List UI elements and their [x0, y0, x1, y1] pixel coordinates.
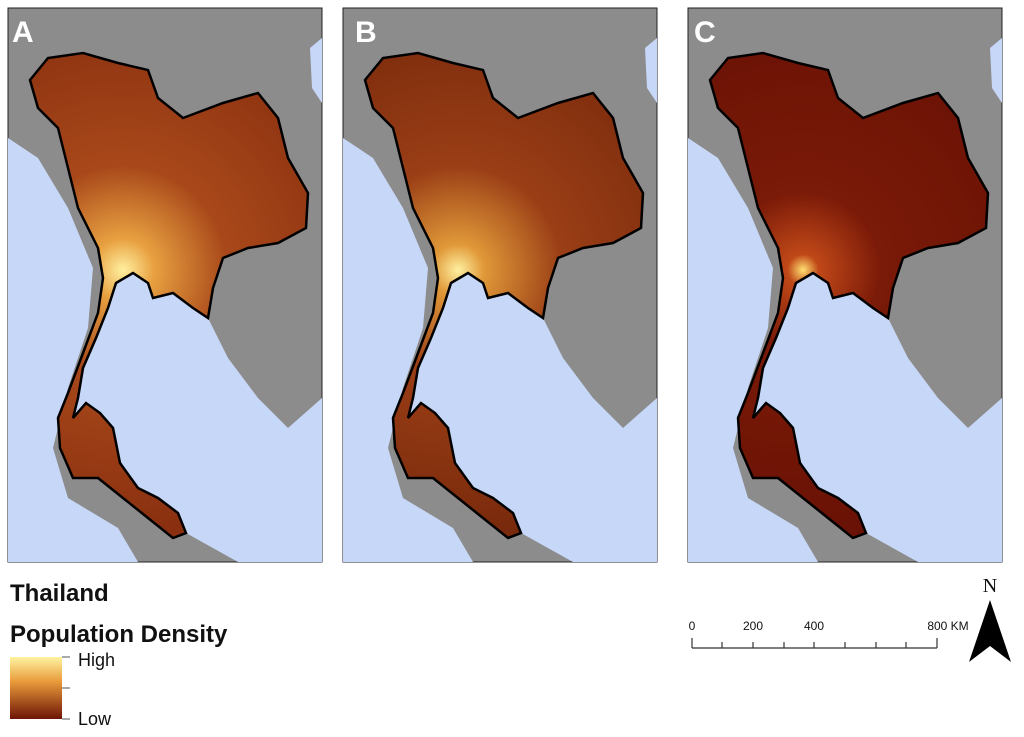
legend-subtitle: Population Density	[10, 621, 228, 648]
north-arrow	[969, 600, 1011, 662]
panel-label: A	[12, 16, 34, 49]
panel-label: C	[694, 16, 716, 49]
panel-c: C	[687, 7, 1003, 563]
scale-label: 0	[689, 619, 696, 633]
panel-a: A	[7, 7, 323, 563]
scale-label: 800 KM	[927, 619, 968, 633]
legend-title: Thailand	[10, 580, 109, 607]
panel-b: B	[342, 7, 658, 563]
legend-low: Low	[78, 709, 112, 729]
scale-label: 200	[743, 619, 763, 633]
scale-label: 400	[804, 619, 824, 633]
legend-high: High	[78, 650, 115, 670]
scale-bar	[691, 638, 938, 649]
panel-label: B	[355, 16, 377, 49]
north-label: N	[983, 575, 997, 597]
legend-ramp	[10, 657, 62, 719]
